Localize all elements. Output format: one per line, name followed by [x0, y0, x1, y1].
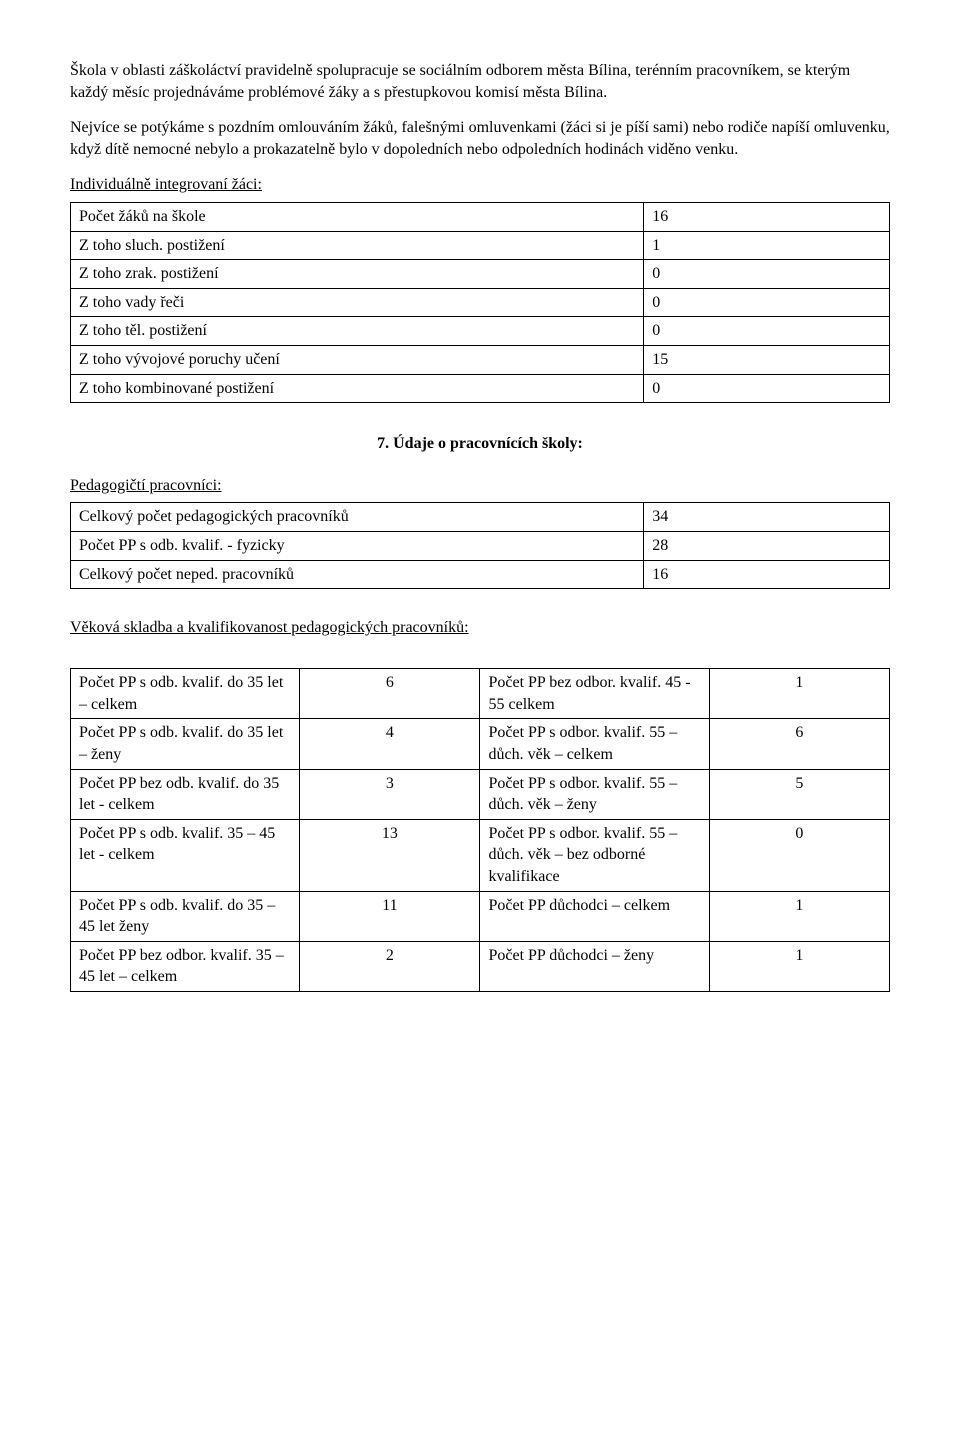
row-value: 16 — [644, 202, 890, 231]
age-label-right: Počet PP důchodci – celkem — [480, 891, 709, 941]
row-value: 0 — [644, 260, 890, 289]
age-label-right: Počet PP důchodci – ženy — [480, 941, 709, 991]
table-row: Z toho těl. postižení 0 — [71, 317, 890, 346]
table-row: Počet PP s odb. kvalif. do 35 let – celk… — [71, 669, 890, 719]
row-value: 28 — [644, 531, 890, 560]
age-label-left: Počet PP s odb. kvalif. do 35 let – ženy — [71, 719, 300, 769]
table-row: Počet PP s odb. kvalif. - fyzicky28 — [71, 531, 890, 560]
table-row: Z toho sluch. postižení 1 — [71, 231, 890, 260]
age-value-right: 1 — [709, 941, 889, 991]
age-value-right: 1 — [709, 891, 889, 941]
age-structure-heading: Věková skladba a kvalifikovanost pedagog… — [70, 617, 890, 639]
row-value: 0 — [644, 317, 890, 346]
table-row: Z toho vady řeči 0 — [71, 288, 890, 317]
row-label: Z toho vady řeči — [71, 288, 644, 317]
age-label-left: Počet PP s odb. kvalif. 35 – 45 let - ce… — [71, 819, 300, 891]
row-label: Počet PP s odb. kvalif. - fyzicky — [71, 531, 644, 560]
pedagogical-heading: Pedagogičtí pracovníci: — [70, 475, 890, 497]
row-value: 16 — [644, 560, 890, 589]
row-label: Z toho vývojové poruchy učení — [71, 345, 644, 374]
age-label-right: Počet PP s odbor. kvalif. 55 – důch. věk… — [480, 769, 709, 819]
table-row: Počet PP s odb. kvalif. 35 – 45 let - ce… — [71, 819, 890, 891]
integrated-table: Počet žáků na škole16Z toho sluch. posti… — [70, 202, 890, 403]
age-value-left: 2 — [300, 941, 480, 991]
paragraph-1: Škola v oblasti záškoláctví pravidelně s… — [70, 60, 890, 103]
age-value-right: 6 — [709, 719, 889, 769]
age-value-right: 1 — [709, 669, 889, 719]
age-value-left: 11 — [300, 891, 480, 941]
row-label: Z toho zrak. postižení — [71, 260, 644, 289]
table-row: Počet PP bez odb. kvalif. do 35 let - ce… — [71, 769, 890, 819]
age-label-left: Počet PP bez odb. kvalif. do 35 let - ce… — [71, 769, 300, 819]
table-row: Počet PP bez odbor. kvalif. 35 – 45 let … — [71, 941, 890, 991]
row-value: 34 — [644, 503, 890, 532]
row-label: Počet žáků na škole — [71, 202, 644, 231]
integrated-heading: Individuálně integrovaní žáci: — [70, 174, 890, 196]
paragraph-2: Nejvíce se potýkáme s pozdním omlouváním… — [70, 117, 890, 160]
row-value: 0 — [644, 374, 890, 403]
row-value: 0 — [644, 288, 890, 317]
row-value: 15 — [644, 345, 890, 374]
age-label-right: Počet PP s odbor. kvalif. 55 – důch. věk… — [480, 719, 709, 769]
age-value-left: 6 — [300, 669, 480, 719]
age-value-right: 0 — [709, 819, 889, 891]
table-row: Celkový počet pedagogických pracovníků34 — [71, 503, 890, 532]
age-value-left: 4 — [300, 719, 480, 769]
age-value-left: 3 — [300, 769, 480, 819]
table-row: Z toho vývojové poruchy učení15 — [71, 345, 890, 374]
row-label: Z toho kombinované postižení — [71, 374, 644, 403]
table-row: Počet žáků na škole16 — [71, 202, 890, 231]
age-value-left: 13 — [300, 819, 480, 891]
age-label-left: Počet PP s odb. kvalif. do 35 – 45 let ž… — [71, 891, 300, 941]
age-label-left: Počet PP s odb. kvalif. do 35 let – celk… — [71, 669, 300, 719]
row-label: Celkový počet pedagogických pracovníků — [71, 503, 644, 532]
row-label: Z toho těl. postižení — [71, 317, 644, 346]
table-row: Z toho zrak. postižení 0 — [71, 260, 890, 289]
age-label-right: Počet PP bez odbor. kvalif. 45 - 55 celk… — [480, 669, 709, 719]
row-label: Z toho sluch. postižení — [71, 231, 644, 260]
age-value-right: 5 — [709, 769, 889, 819]
age-label-right: Počet PP s odbor. kvalif. 55 – důch. věk… — [480, 819, 709, 891]
table-row: Počet PP s odb. kvalif. do 35 let – ženy… — [71, 719, 890, 769]
section-7-title: 7. Údaje o pracovnících školy: — [70, 433, 890, 455]
table-row: Počet PP s odb. kvalif. do 35 – 45 let ž… — [71, 891, 890, 941]
table-row: Z toho kombinované postižení 0 — [71, 374, 890, 403]
row-value: 1 — [644, 231, 890, 260]
table-row: Celkový počet neped. pracovníků16 — [71, 560, 890, 589]
age-label-left: Počet PP bez odbor. kvalif. 35 – 45 let … — [71, 941, 300, 991]
age-structure-table: Počet PP s odb. kvalif. do 35 let – celk… — [70, 668, 890, 992]
row-label: Celkový počet neped. pracovníků — [71, 560, 644, 589]
pedagogical-table: Celkový počet pedagogických pracovníků34… — [70, 502, 890, 589]
